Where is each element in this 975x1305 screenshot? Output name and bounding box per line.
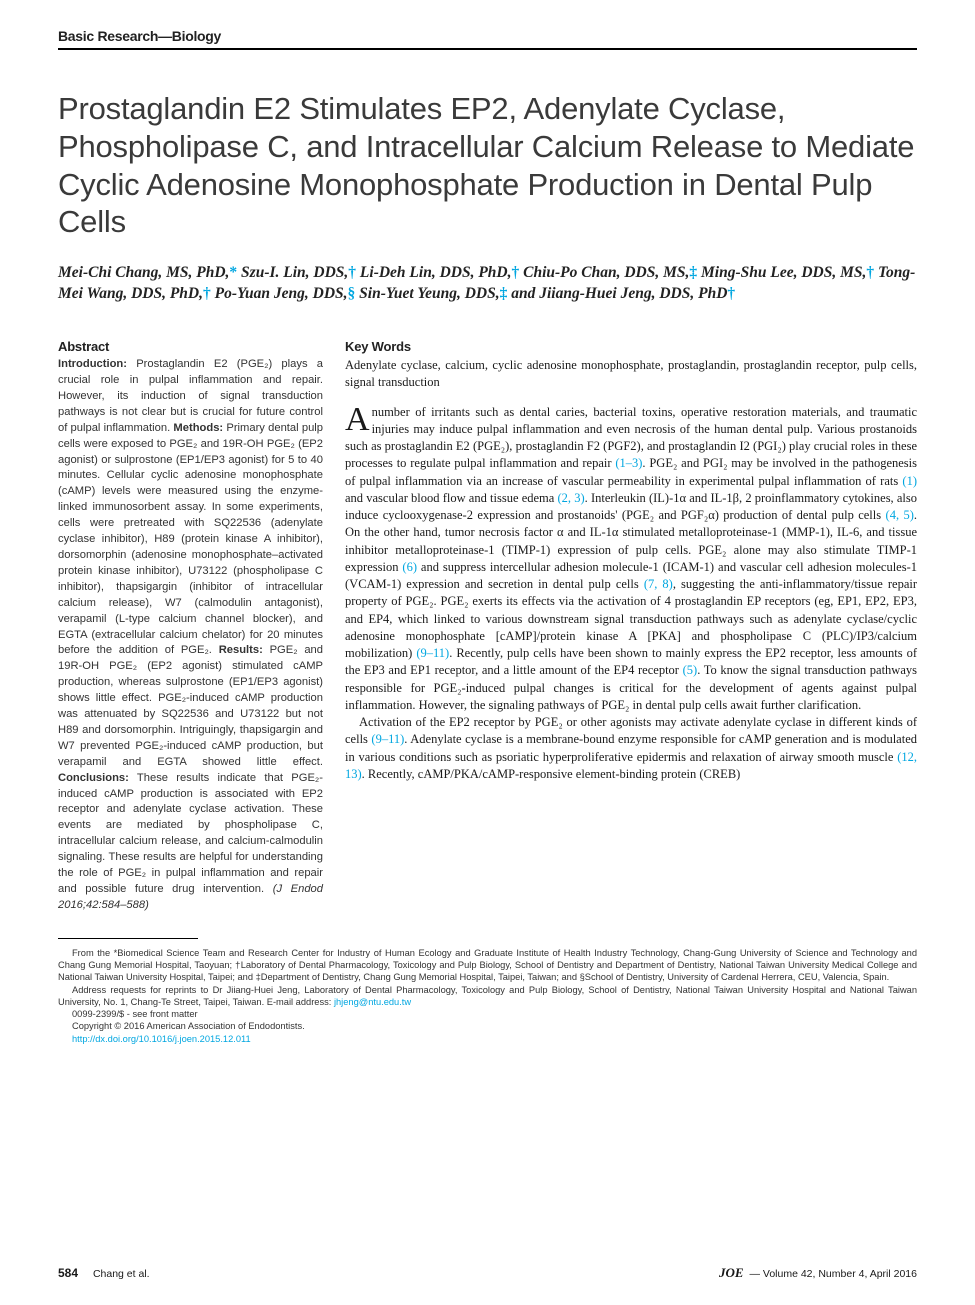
footnote-copyright: Copyright © 2016 American Association of… xyxy=(58,1020,917,1032)
abstract-methods-label: Methods: xyxy=(173,422,223,434)
footer-authors: Chang et al. xyxy=(93,1268,150,1280)
body-p1: Anumber of irritants such as dental cari… xyxy=(345,404,917,715)
footnotes: From the *Biomedical Science Team and Re… xyxy=(58,947,917,1045)
footnote-corr-text: Address requests for reprints to Dr Jiia… xyxy=(58,985,917,1007)
body-p1-c: and vascular blood flow and tissue edema xyxy=(345,491,558,505)
abstract-conclusions-label: Conclusions: xyxy=(58,772,129,784)
page-footer: 584 Chang et al. JOE — Volume 42, Number… xyxy=(58,1265,917,1281)
footnote-rule xyxy=(58,938,198,939)
ref-link[interactable]: (6) xyxy=(402,560,417,574)
ref-link[interactable]: (9–11) xyxy=(371,732,404,746)
body-text: Anumber of irritants such as dental cari… xyxy=(345,404,917,784)
top-rule xyxy=(58,48,917,50)
abstract-intro-label: Introduction: xyxy=(58,358,127,370)
issue-info: — Volume 42, Number 4, April 2016 xyxy=(747,1268,917,1280)
body-column: Key Words Adenylate cyclase, calcium, cy… xyxy=(345,339,917,914)
abstract-body: Introduction: Prostaglandin E2 (PGE₂) pl… xyxy=(58,357,323,914)
ref-link[interactable]: (9–11) xyxy=(416,646,449,660)
abstract-conclusions-text: These results indicate that PGE₂-induced… xyxy=(58,772,323,895)
abstract-column: Abstract Introduction: Prostaglandin E2 … xyxy=(58,339,323,914)
body-p2-c: . Recently, cAMP/PKA/cAMP-responsive ele… xyxy=(362,767,741,781)
ref-link[interactable]: (2, 3) xyxy=(558,491,585,505)
ref-link[interactable]: (1) xyxy=(902,474,917,488)
authors-list: Mei-Chi Chang, MS, PhD,* Szu-I. Lin, DDS… xyxy=(58,263,917,305)
dropcap: A xyxy=(345,404,372,435)
two-column-region: Abstract Introduction: Prostaglandin E2 … xyxy=(58,339,917,914)
page-number: 584 xyxy=(58,1266,78,1280)
body-p2-b: . Adenylate cyclase is a membrane-bound … xyxy=(345,732,917,763)
keywords-heading: Key Words xyxy=(345,339,917,354)
footnote-correspondence: Address requests for reprints to Dr Jiia… xyxy=(58,984,917,1009)
footer-left: 584 Chang et al. xyxy=(58,1266,150,1280)
article-title: Prostaglandin E2 Stimulates EP2, Adenyla… xyxy=(58,90,917,241)
journal-abbrev: JOE xyxy=(719,1265,744,1280)
abstract-heading: Abstract xyxy=(58,339,323,354)
email-link[interactable]: jhjeng@ntu.edu.tw xyxy=(334,997,411,1007)
abstract-results-text: PGE₂ and 19R-OH PGE₂ (EP2 agonist) stimu… xyxy=(58,644,323,767)
body-p2: Activation of the EP2 receptor by PGE₂ o… xyxy=(345,714,917,783)
footer-right: JOE — Volume 42, Number 4, April 2016 xyxy=(719,1265,917,1281)
footnote-issn: 0099-2399/$ - see front matter xyxy=(58,1008,917,1020)
abstract-methods-text: Primary dental pulp cells were exposed t… xyxy=(58,422,323,657)
section-header: Basic Research—Biology xyxy=(58,28,917,44)
ref-link[interactable]: (4, 5) xyxy=(886,508,914,522)
keywords-text: Adenylate cyclase, calcium, cyclic adeno… xyxy=(345,357,917,392)
doi-link[interactable]: http://dx.doi.org/10.1016/j.joen.2015.12… xyxy=(72,1034,251,1044)
ref-link[interactable]: (7, 8) xyxy=(644,577,673,591)
abstract-results-label: Results: xyxy=(219,644,263,656)
footnote-affiliations: From the *Biomedical Science Team and Re… xyxy=(58,947,917,984)
ref-link[interactable]: (1–3) xyxy=(615,456,642,470)
ref-link[interactable]: (5) xyxy=(683,663,698,677)
footnote-doi: http://dx.doi.org/10.1016/j.joen.2015.12… xyxy=(58,1033,917,1045)
